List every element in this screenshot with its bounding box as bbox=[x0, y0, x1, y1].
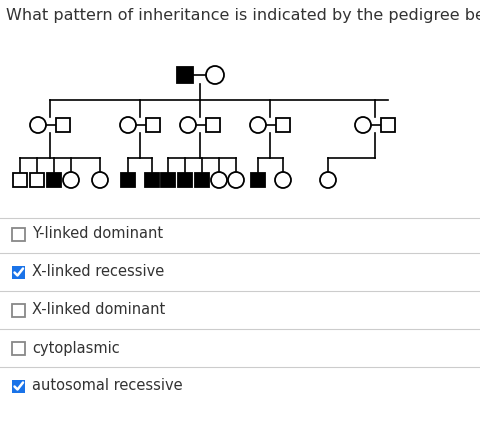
Circle shape bbox=[206, 66, 224, 84]
Circle shape bbox=[275, 172, 291, 188]
Bar bbox=[12, 266, 25, 278]
Bar bbox=[178, 173, 192, 187]
Circle shape bbox=[92, 172, 108, 188]
Text: What pattern of inheritance is indicated by the pedigree below?: What pattern of inheritance is indicated… bbox=[6, 8, 480, 23]
Circle shape bbox=[211, 172, 227, 188]
Circle shape bbox=[180, 117, 196, 133]
Circle shape bbox=[355, 117, 371, 133]
Bar bbox=[146, 118, 160, 132]
Circle shape bbox=[228, 172, 244, 188]
Bar bbox=[381, 118, 395, 132]
Bar bbox=[195, 173, 209, 187]
Bar bbox=[30, 173, 44, 187]
Bar bbox=[12, 342, 25, 354]
Circle shape bbox=[30, 117, 46, 133]
Bar bbox=[276, 118, 290, 132]
Bar bbox=[12, 380, 25, 392]
Bar bbox=[177, 67, 193, 83]
Circle shape bbox=[320, 172, 336, 188]
Bar bbox=[56, 118, 70, 132]
Text: X-linked recessive: X-linked recessive bbox=[32, 265, 164, 279]
Text: X-linked dominant: X-linked dominant bbox=[32, 303, 165, 317]
Circle shape bbox=[250, 117, 266, 133]
Circle shape bbox=[63, 172, 79, 188]
Bar bbox=[121, 173, 135, 187]
Bar bbox=[12, 228, 25, 240]
Bar bbox=[161, 173, 175, 187]
Bar bbox=[145, 173, 159, 187]
Circle shape bbox=[120, 117, 136, 133]
Bar bbox=[206, 118, 220, 132]
Bar bbox=[251, 173, 265, 187]
Text: autosomal recessive: autosomal recessive bbox=[32, 379, 182, 393]
Bar bbox=[47, 173, 61, 187]
Bar bbox=[12, 304, 25, 316]
Text: cytoplasmic: cytoplasmic bbox=[32, 341, 120, 355]
Text: Y-linked dominant: Y-linked dominant bbox=[32, 227, 163, 241]
Bar bbox=[13, 173, 27, 187]
